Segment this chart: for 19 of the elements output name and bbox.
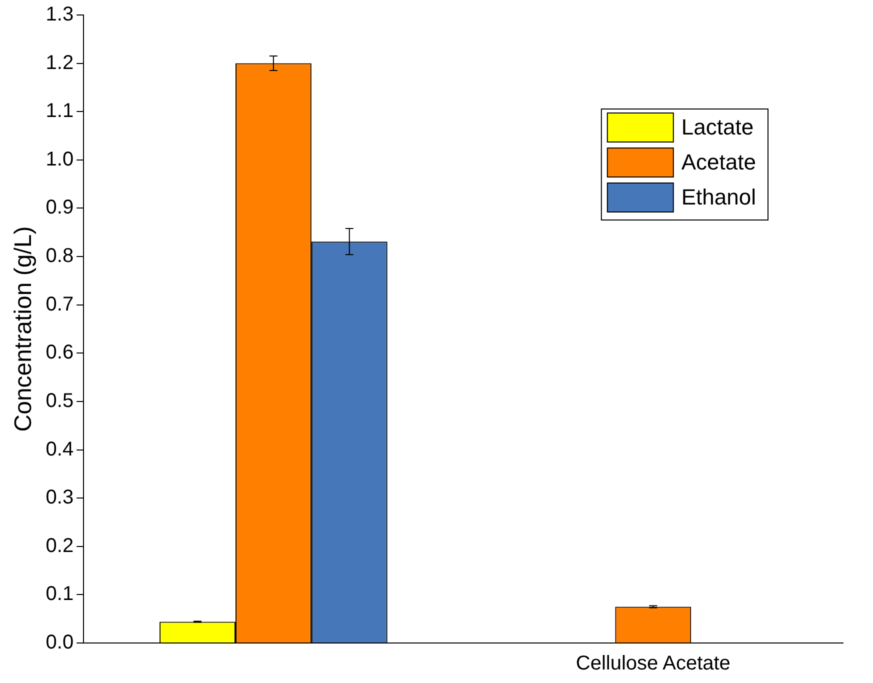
y-tick-label: 1.2 [46,52,74,74]
y-tick-label: 1.0 [46,148,74,170]
y-tick-label: 0.6 [46,342,74,364]
y-tick-label: 0.4 [46,438,74,460]
legend-label: Lactate [681,114,754,140]
legend-label: Acetate [681,150,756,175]
legend-label: Ethanol [681,184,756,210]
y-tick-label: 0.9 [46,196,74,219]
y-tick-label: 1.1 [46,100,74,122]
y-tick-label: 0.5 [46,390,74,412]
x-tick-label: Cellulose Acetate [576,652,730,675]
y-tick-label: 0.2 [46,534,74,557]
y-tick-label: 0.1 [46,583,74,606]
y-tick-label: 0.8 [46,245,74,268]
y-tick-label: 1.3 [46,4,74,26]
y-tick-label: 0.7 [46,293,74,316]
y-tick-label: 0.3 [46,486,74,509]
y-axis-title: Concentration (g/L) [10,226,38,432]
y-tick-label: 0.0 [46,632,74,654]
